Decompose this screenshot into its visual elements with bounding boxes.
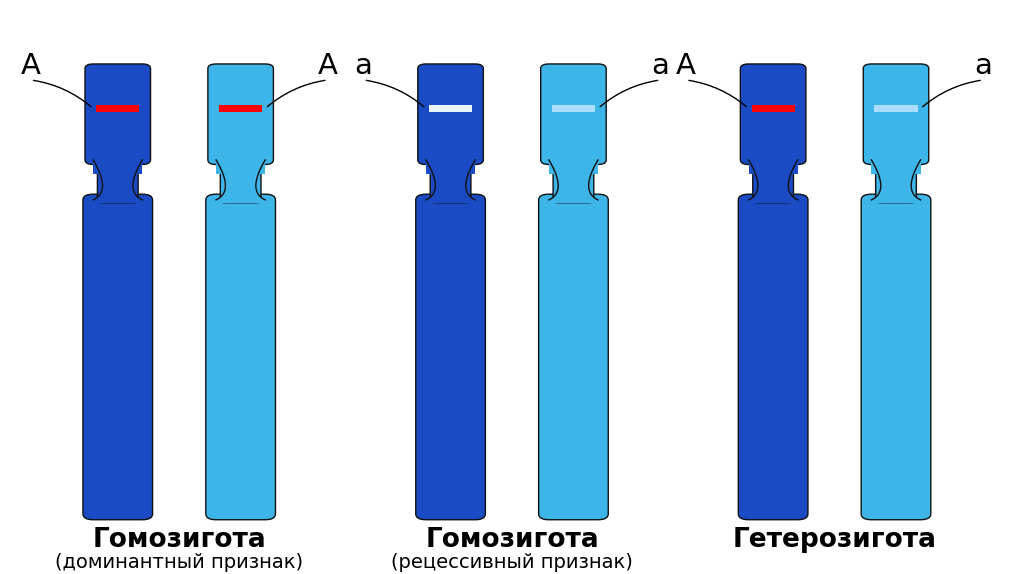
FancyBboxPatch shape bbox=[208, 64, 273, 165]
FancyBboxPatch shape bbox=[220, 169, 261, 203]
Text: A: A bbox=[317, 52, 338, 80]
FancyBboxPatch shape bbox=[740, 64, 806, 165]
FancyBboxPatch shape bbox=[876, 169, 916, 203]
Bar bbox=[216, 197, 265, 203]
Bar bbox=[871, 197, 921, 203]
Bar bbox=[549, 157, 598, 174]
Bar bbox=[426, 157, 475, 174]
Text: Гомозигота: Гомозигота bbox=[92, 527, 266, 553]
Text: (рецессивный признак): (рецессивный признак) bbox=[391, 553, 633, 572]
Bar bbox=[874, 105, 918, 112]
FancyBboxPatch shape bbox=[416, 194, 485, 519]
FancyBboxPatch shape bbox=[753, 169, 794, 203]
Text: Гетерозигота: Гетерозигота bbox=[732, 527, 937, 553]
Text: a: a bbox=[651, 52, 670, 80]
FancyBboxPatch shape bbox=[863, 64, 929, 165]
Bar bbox=[749, 157, 798, 174]
Text: (доминантный признак): (доминантный признак) bbox=[55, 553, 303, 572]
Bar bbox=[752, 105, 795, 112]
Bar bbox=[549, 197, 598, 203]
FancyBboxPatch shape bbox=[83, 194, 153, 519]
Bar bbox=[429, 105, 472, 112]
FancyBboxPatch shape bbox=[85, 64, 151, 165]
Bar bbox=[749, 197, 798, 203]
FancyBboxPatch shape bbox=[738, 194, 808, 519]
FancyBboxPatch shape bbox=[541, 64, 606, 165]
Text: A: A bbox=[676, 52, 696, 80]
Text: a: a bbox=[354, 52, 373, 80]
FancyBboxPatch shape bbox=[861, 194, 931, 519]
FancyBboxPatch shape bbox=[553, 169, 594, 203]
Bar bbox=[93, 197, 142, 203]
Text: Гомозигота: Гомозигота bbox=[425, 527, 599, 553]
Text: a: a bbox=[974, 52, 992, 80]
Bar bbox=[96, 105, 139, 112]
Bar bbox=[426, 197, 475, 203]
Bar bbox=[552, 105, 595, 112]
Text: A: A bbox=[20, 52, 41, 80]
FancyBboxPatch shape bbox=[418, 64, 483, 165]
FancyBboxPatch shape bbox=[206, 194, 275, 519]
Bar bbox=[871, 157, 921, 174]
Bar bbox=[219, 105, 262, 112]
Bar bbox=[216, 157, 265, 174]
FancyBboxPatch shape bbox=[430, 169, 471, 203]
FancyBboxPatch shape bbox=[97, 169, 138, 203]
FancyBboxPatch shape bbox=[539, 194, 608, 519]
Bar bbox=[93, 157, 142, 174]
